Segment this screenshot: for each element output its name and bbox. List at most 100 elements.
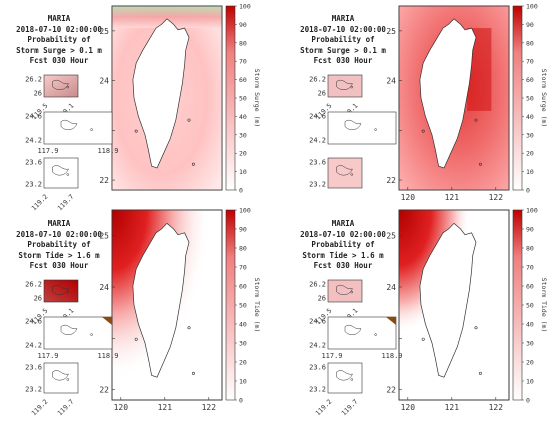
- colorbar-tick-label: 30: [526, 131, 534, 139]
- x-tick-label: 120: [401, 193, 416, 202]
- inset-y-tick-label: 23.6: [309, 364, 326, 372]
- islet: [134, 337, 138, 341]
- colorbar-tick-label: 50: [239, 95, 247, 103]
- colorbar-tick-label: 20: [239, 150, 247, 158]
- colorbar-label: Storm Surge (m): [540, 69, 548, 128]
- colorbar-tick-label: 20: [526, 359, 534, 367]
- colorbar-tick-label: 0: [239, 397, 243, 405]
- x-tick-label: 120: [401, 403, 416, 412]
- inset-y-tick-label: 26.2: [309, 281, 326, 289]
- inset-frame: [327, 111, 397, 145]
- colorbar-tick-label: 80: [239, 39, 247, 47]
- probability-band: [112, 6, 222, 28]
- inset-frame: [327, 362, 363, 394]
- inset-x-tick-label: 118.9: [381, 352, 402, 360]
- colorbar-tick-label: 80: [239, 245, 247, 253]
- inset-island: [336, 370, 353, 381]
- colorbar-tick-label: 0: [526, 397, 530, 405]
- colorbar-tick-label: 80: [526, 245, 534, 253]
- inset-frame: [43, 74, 79, 98]
- colorbar-tick-label: 60: [239, 283, 247, 291]
- x-tick-label: 121: [158, 403, 173, 412]
- inset-y-tick-label: 24.6: [309, 318, 326, 326]
- inset-y-tick-label: 26: [318, 295, 326, 303]
- panel-4: 252423221201211220102030405060708090100S…: [309, 207, 548, 418]
- taiwan-outline: [419, 222, 477, 378]
- inset-island: [52, 79, 69, 91]
- inset-y-tick-label: 26: [34, 295, 42, 303]
- inset-penghu: 24.6 24.2 117.9 118.9: [309, 316, 403, 360]
- colorbar: [512, 209, 523, 401]
- inset-island: [336, 165, 353, 176]
- y-tick-label: 25: [99, 232, 109, 241]
- inset-islet: [350, 85, 354, 89]
- inset-x-tick-label: 119.2: [30, 193, 50, 213]
- inset-y-tick-label: 24.6: [25, 318, 42, 326]
- inset-y-tick-label: 24.2: [309, 137, 326, 145]
- islet: [187, 118, 191, 122]
- inset-islet: [374, 128, 377, 131]
- islet: [478, 162, 482, 166]
- colorbar-tick-label: 20: [239, 359, 247, 367]
- colorbar-tick-label: 40: [526, 321, 534, 329]
- colorbar-tick-label: 70: [239, 58, 247, 66]
- y-tick-label: 24: [99, 77, 109, 86]
- inset-y-tick-label: 26.2: [25, 281, 42, 289]
- inset-islet: [66, 85, 70, 89]
- colorbar-tick-label: 10: [526, 378, 534, 386]
- inset-y-tick-label: 23.2: [25, 386, 42, 394]
- colorbar-tick-label: 100: [526, 3, 538, 11]
- inset-islet: [90, 128, 93, 131]
- panel-title: MARIA 2018-07-10 02:00:00 Probability of St…: [4, 14, 114, 67]
- panel-title: MARIA 2018-07-10 02:00:00 Probability of St…: [288, 14, 398, 67]
- colorbar-tick-label: 60: [526, 283, 534, 291]
- taiwan-outline: [132, 222, 190, 378]
- inset-kinmen: 23.6 23.2 119.2 119.7: [25, 157, 79, 213]
- inset-x-tick-label: 117.9: [37, 352, 58, 360]
- y-tick-label: 24: [386, 77, 396, 86]
- inset-y-tick-label: 23.6: [25, 159, 42, 167]
- y-tick-label: 22: [99, 176, 109, 185]
- inset-y-tick-label: 23.2: [309, 181, 326, 189]
- x-tick-label: 121: [445, 193, 460, 202]
- colorbar-tick-label: 90: [239, 21, 247, 29]
- colorbar-tick-label: 30: [239, 131, 247, 139]
- inset-y-tick-label: 23.6: [309, 159, 326, 167]
- map-border: [111, 5, 223, 191]
- inset-kinmen: 23.6 23.2 119.2 119.7: [25, 362, 79, 418]
- inset-y-tick-label: 24.2: [309, 342, 326, 350]
- inset-kinmen: 23.6 23.2: [309, 157, 363, 189]
- islet: [191, 371, 195, 375]
- inset-islet: [350, 173, 354, 176]
- panel-title: MARIA 2018-07-10 02:00:00 Probability of St…: [4, 219, 114, 272]
- map-border: [398, 209, 510, 401]
- inset-frame: [327, 157, 363, 189]
- map-border: [398, 5, 510, 191]
- inset-x-tick-label: 118.9: [97, 147, 118, 155]
- colorbar-tick-label: 100: [239, 3, 251, 11]
- panel-title-line: Storm Tide > 1.6 m: [18, 250, 100, 260]
- colorbar-tick-label: 30: [239, 340, 247, 348]
- inset-islet: [90, 333, 93, 336]
- panel-title-line: MARIA: [47, 14, 71, 23]
- inset-frame: [43, 157, 79, 189]
- colorbar-tick-label: 70: [526, 264, 534, 272]
- islet: [134, 129, 138, 133]
- inset-x-tick-label: 117.9: [321, 352, 342, 360]
- colorbar-tick-label: 50: [526, 95, 534, 103]
- y-tick-label: 24: [386, 283, 396, 292]
- panel-title-line: Probability of: [311, 35, 375, 44]
- islet: [187, 326, 191, 330]
- inset-frame: [327, 74, 363, 98]
- inset-x-tick-label: 119.7: [56, 398, 76, 418]
- y-tick-label: 25: [386, 27, 396, 36]
- y-tick-label: 25: [99, 27, 109, 36]
- inset-frame: [327, 316, 397, 350]
- inset-y-tick-label: 24.2: [25, 342, 42, 350]
- panel-title-line: Storm Surge > 0.1 m: [300, 45, 386, 55]
- inset-y-tick-label: 24.2: [25, 137, 42, 145]
- inset-y-tick-label: 26: [318, 90, 326, 98]
- panel-title-line: Storm Surge > 0.1 m: [16, 45, 102, 55]
- inset-penghu: 24.6 24.2 117.9 118.9: [25, 316, 119, 360]
